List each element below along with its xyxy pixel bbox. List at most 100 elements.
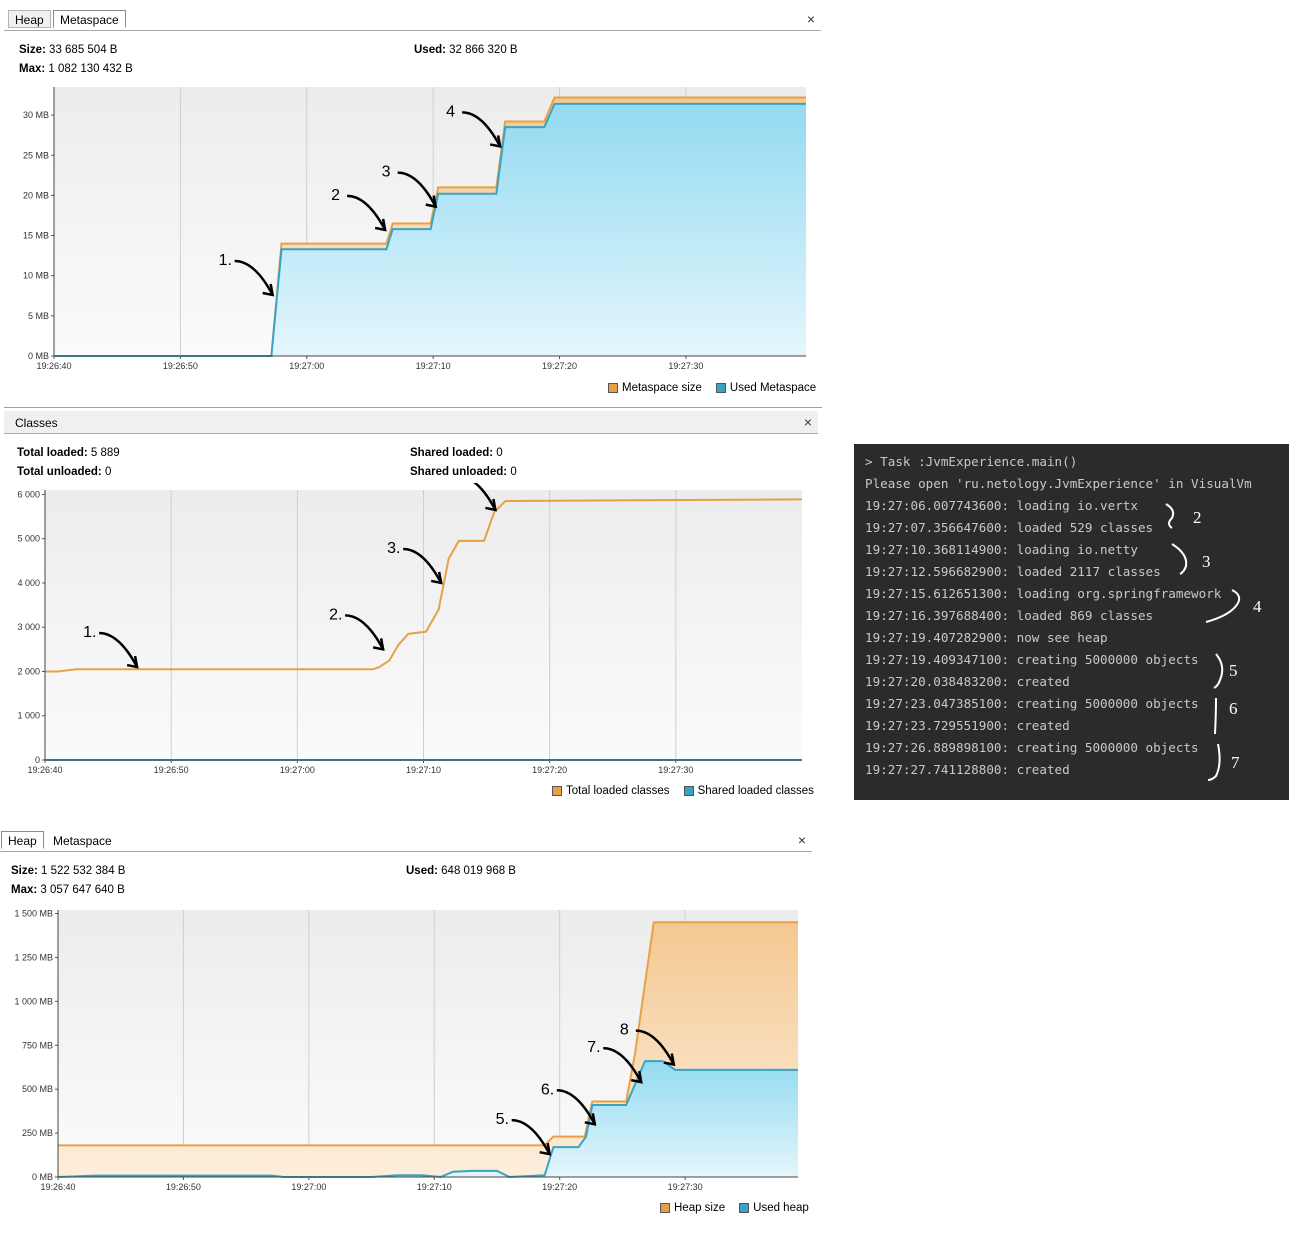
annotation-label: 3. (387, 540, 400, 557)
shared-loaded-stat: Shared loaded: 0 (410, 447, 503, 459)
tab-heap[interactable]: Heap (1, 831, 44, 849)
console-line: > Task :JvmExperience.main() (865, 454, 1078, 469)
legend-swatch-blue (683, 786, 694, 796)
total-loaded-label: Total loaded: (17, 447, 88, 459)
heap-legend: Heap size Used heap (660, 1202, 809, 1214)
total-loaded-value: 5 889 (90, 447, 120, 459)
console-note: 6 (1229, 699, 1238, 718)
series-line-primary (58, 921, 798, 1147)
used-value: 32 866 320 B (449, 44, 518, 56)
x-tick-label: 19:27:30 (668, 1182, 703, 1192)
console-note: 3 (1202, 552, 1211, 571)
annotation-arrowhead (126, 655, 139, 669)
classes-tabbar: Classes × (4, 411, 818, 434)
annotation-arrowhead (430, 571, 443, 585)
bracket-mark (1213, 653, 1224, 689)
tab-metaspace[interactable]: Metaspace (53, 10, 126, 28)
annotation-label: 3 (382, 164, 391, 181)
console-line: 19:27:23.729551900: created (865, 718, 1070, 733)
annotation-label: 1. (219, 252, 232, 269)
metaspace-tabbar: Heap Metaspace × (4, 8, 821, 31)
annotation-arrowhead (374, 218, 387, 232)
x-tick-label: 19:27:20 (542, 361, 577, 371)
y-tick-label: 1 000 (17, 711, 40, 721)
size-label: Size: (11, 865, 38, 877)
y-tick-label: 1 000 MB (14, 996, 53, 1006)
legend-used-heap: Used heap (753, 1202, 809, 1214)
y-tick-label: 5 MB (28, 311, 49, 321)
console-bracket-marks (1165, 503, 1241, 781)
shared-loaded-value: 0 (496, 447, 503, 459)
y-tick-label: 2 000 (17, 666, 40, 676)
y-tick-label: 1 500 MB (14, 909, 53, 919)
used-stat: Used: 648 019 968 B (406, 865, 516, 877)
legend-swatch-orange (608, 383, 618, 393)
close-icon[interactable]: × (806, 11, 815, 27)
y-tick-label: 250 MB (22, 1128, 53, 1138)
used-stat: Used: 32 866 320 B (414, 44, 518, 56)
annotation-arrowhead (372, 638, 385, 651)
legend-swatch-blue (739, 1203, 750, 1213)
y-tick-label: 25 MB (23, 150, 49, 160)
annotation-label: 4. (441, 483, 454, 484)
annotation-arrowhead (485, 498, 497, 512)
max-stat: Max: 3 057 647 640 B (11, 884, 125, 896)
size-value: 1 522 532 384 B (41, 865, 126, 877)
annotation-arrow (556, 1089, 596, 1125)
annotation-arrow (347, 194, 387, 231)
x-tick-label: 19:27:10 (406, 765, 441, 775)
y-tick-label: 10 MB (23, 271, 49, 281)
used-value: 648 019 968 B (441, 865, 516, 877)
annotation-label: 7. (587, 1039, 600, 1056)
classes-title: Classes (15, 416, 58, 430)
max-stat: Max: 1 082 130 432 B (19, 63, 133, 75)
annotation-arrow (603, 1046, 643, 1083)
annotation-arrow (345, 614, 385, 650)
metaspace-panel: Heap Metaspace × Size: 33 685 504 B Max:… (4, 8, 821, 406)
annotation-arrowhead (489, 135, 502, 149)
legend-total-loaded: Total loaded classes (566, 785, 670, 797)
size-value: 33 685 504 B (49, 44, 118, 56)
y-tick-label: 0 MB (32, 1172, 53, 1182)
console-line: 19:27:26.889898100: creating 5000000 obj… (865, 740, 1199, 755)
annotation-label: 2. (329, 606, 342, 623)
used-label: Used: (414, 44, 446, 56)
close-icon[interactable]: × (803, 414, 812, 430)
y-tick-label: 15 MB (23, 231, 49, 241)
max-label: Max: (11, 884, 38, 896)
y-tick-label: 0 MB (28, 351, 49, 361)
annotation-label: 2 (331, 187, 340, 204)
x-tick-label: 19:26:50 (154, 765, 189, 775)
size-label: Size: (19, 44, 46, 56)
y-tick-label: 6 000 (17, 489, 40, 499)
legend-swatch-blue (715, 383, 726, 393)
annotation-arrow (635, 1029, 675, 1066)
y-tick-label: 4 000 (17, 578, 40, 588)
console-line: 19:27:06.007743600: loading io.vertx (865, 498, 1138, 513)
y-tick-label: 20 MB (23, 190, 49, 200)
max-value: 1 082 130 432 B (48, 63, 133, 75)
classes-panel: Classes × Total loaded: 5 889 Total unlo… (4, 411, 818, 806)
tab-metaspace[interactable]: Metaspace (53, 834, 112, 848)
y-tick-label: 500 MB (22, 1084, 53, 1094)
legend-metaspace-size: Metaspace size (622, 382, 702, 394)
annotation-label: 6. (541, 1081, 554, 1098)
x-tick-label: 19:27:30 (658, 765, 693, 775)
x-tick-label: 19:26:40 (36, 361, 71, 371)
annotation-arrow (473, 483, 497, 511)
close-icon[interactable]: × (797, 832, 806, 848)
console-line: 19:27:23.047385100: creating 5000000 obj… (865, 696, 1199, 711)
annotation-label: 8 (620, 1022, 629, 1039)
used-label: Used: (406, 865, 438, 877)
classes-legend: Total loaded classes Shared loaded class… (552, 785, 814, 797)
console-line: Please open 'ru.netology.JvmExperience' … (865, 476, 1252, 491)
tab-heap[interactable]: Heap (8, 10, 51, 28)
bracket-mark (1207, 743, 1221, 781)
annotation-arrow (462, 111, 502, 148)
console-line: 19:27:07.356647600: loaded 529 classes (865, 520, 1154, 535)
annotation-arrow (397, 171, 437, 208)
total-unloaded-label: Total unloaded: (17, 466, 102, 478)
bracket-mark (1205, 589, 1241, 623)
console-line: 19:27:12.596682900: loaded 2117 classes (865, 564, 1161, 579)
console-note: 7 (1231, 753, 1240, 772)
